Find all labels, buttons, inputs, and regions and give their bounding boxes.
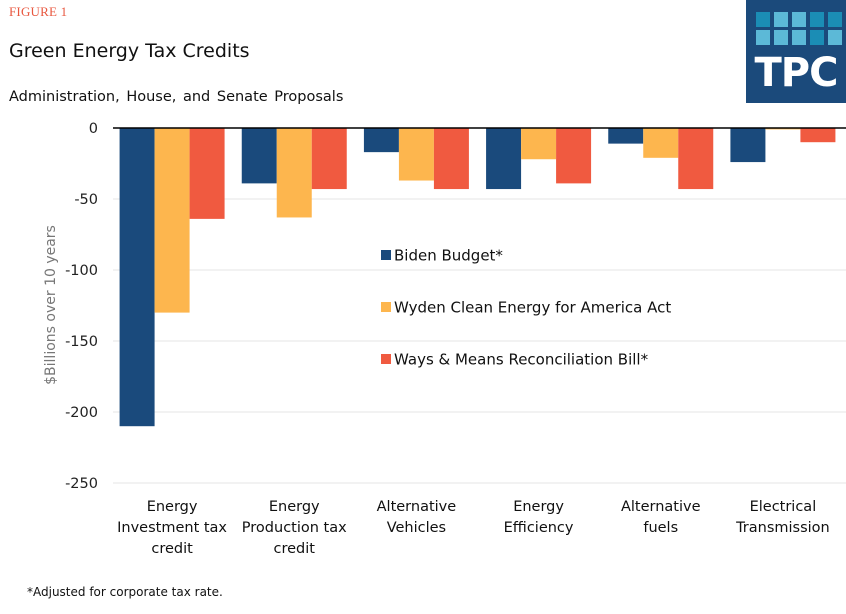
logo-square	[756, 12, 770, 27]
y-axis-ticks: 0 -50 -100 -150 -200 -250	[65, 121, 98, 492]
x-category-label-line: Energy	[269, 499, 320, 515]
chart-subtitle: Administration, House, and Senate Propos…	[9, 89, 344, 105]
legend-swatch	[381, 354, 391, 364]
y-tick-label: -50	[74, 192, 98, 208]
figure-label: FIGURE 1	[9, 4, 68, 19]
bar	[643, 128, 679, 158]
x-category-label: Energy Production tax credit	[242, 499, 347, 557]
legend-label: Biden Budget*	[394, 247, 503, 265]
legend-swatch	[381, 302, 391, 312]
bar	[800, 128, 836, 143]
chart-title: Green Energy Tax Credits	[9, 40, 250, 62]
footnote: *Adjusted for corporate tax rate.	[27, 585, 223, 599]
legend-label: Ways & Means Reconciliation Bill*	[394, 351, 649, 369]
y-tick-label: -100	[65, 263, 98, 279]
x-category-label-line: Production tax	[242, 520, 347, 536]
y-tick-label: -200	[65, 405, 98, 421]
y-tick-label: -250	[65, 476, 98, 492]
bar	[521, 128, 557, 160]
bar	[241, 128, 277, 184]
bar	[363, 128, 399, 153]
legend-swatch	[381, 250, 391, 260]
bar	[486, 128, 522, 190]
bar	[556, 128, 592, 184]
x-category-label-line: Electrical	[750, 499, 817, 515]
tpc-logo: TPC	[746, 0, 846, 103]
x-category-label-line: Energy	[513, 499, 564, 515]
x-category-label-line: Alternative	[621, 499, 701, 515]
bar	[154, 128, 190, 313]
logo-square	[756, 30, 770, 45]
bar	[398, 128, 434, 181]
bar	[730, 128, 766, 163]
x-axis-categories: Energy Investment tax credit Energy Producti…	[117, 499, 830, 557]
x-category-label-line: Efficiency	[504, 520, 574, 536]
bars	[119, 128, 836, 427]
bar	[119, 128, 155, 427]
x-category-label-line: Energy	[147, 499, 198, 515]
x-category-label-line: Investment tax	[117, 520, 227, 536]
bar	[678, 128, 714, 190]
y-tick-label: -150	[65, 334, 98, 350]
y-axis-label: $Billions over 10 years	[43, 225, 59, 385]
x-category-label: Alternative Vehicles	[377, 499, 457, 536]
bar	[189, 128, 225, 219]
legend-item: Biden Budget*	[381, 247, 503, 265]
bar	[276, 128, 312, 218]
logo-square	[828, 30, 842, 45]
logo-square	[810, 12, 824, 27]
gridlines	[113, 198, 846, 484]
logo-square	[774, 12, 788, 27]
x-category-label: Electrical Transmission	[735, 499, 830, 536]
legend: Biden Budget* Wyden Clean Energy for Amer…	[381, 247, 671, 369]
x-category-label: Energy Investment tax credit	[117, 499, 227, 557]
logo-square	[810, 30, 824, 45]
x-category-label: Energy Efficiency	[504, 499, 574, 536]
x-category-label-line: fuels	[643, 520, 678, 536]
x-category-label-line: Alternative	[377, 499, 457, 515]
bar	[608, 128, 644, 144]
logo-square	[828, 12, 842, 27]
logo-text: TPC	[754, 50, 839, 96]
legend-item: Wyden Clean Energy for America Act	[381, 299, 671, 317]
logo-square-grid	[756, 12, 842, 45]
logo-square	[792, 12, 806, 27]
x-category-label-line: Transmission	[735, 520, 830, 536]
legend-item: Ways & Means Reconciliation Bill*	[381, 351, 649, 369]
x-category-label-line: credit	[274, 541, 316, 557]
y-tick-label: 0	[89, 121, 98, 137]
logo-square	[774, 30, 788, 45]
bar	[311, 128, 347, 190]
x-category-label: Alternative fuels	[621, 499, 701, 536]
x-category-label-line: credit	[151, 541, 193, 557]
logo-square	[792, 30, 806, 45]
bar	[433, 128, 469, 190]
legend-label: Wyden Clean Energy for America Act	[394, 299, 671, 317]
x-category-label-line: Vehicles	[387, 520, 446, 536]
